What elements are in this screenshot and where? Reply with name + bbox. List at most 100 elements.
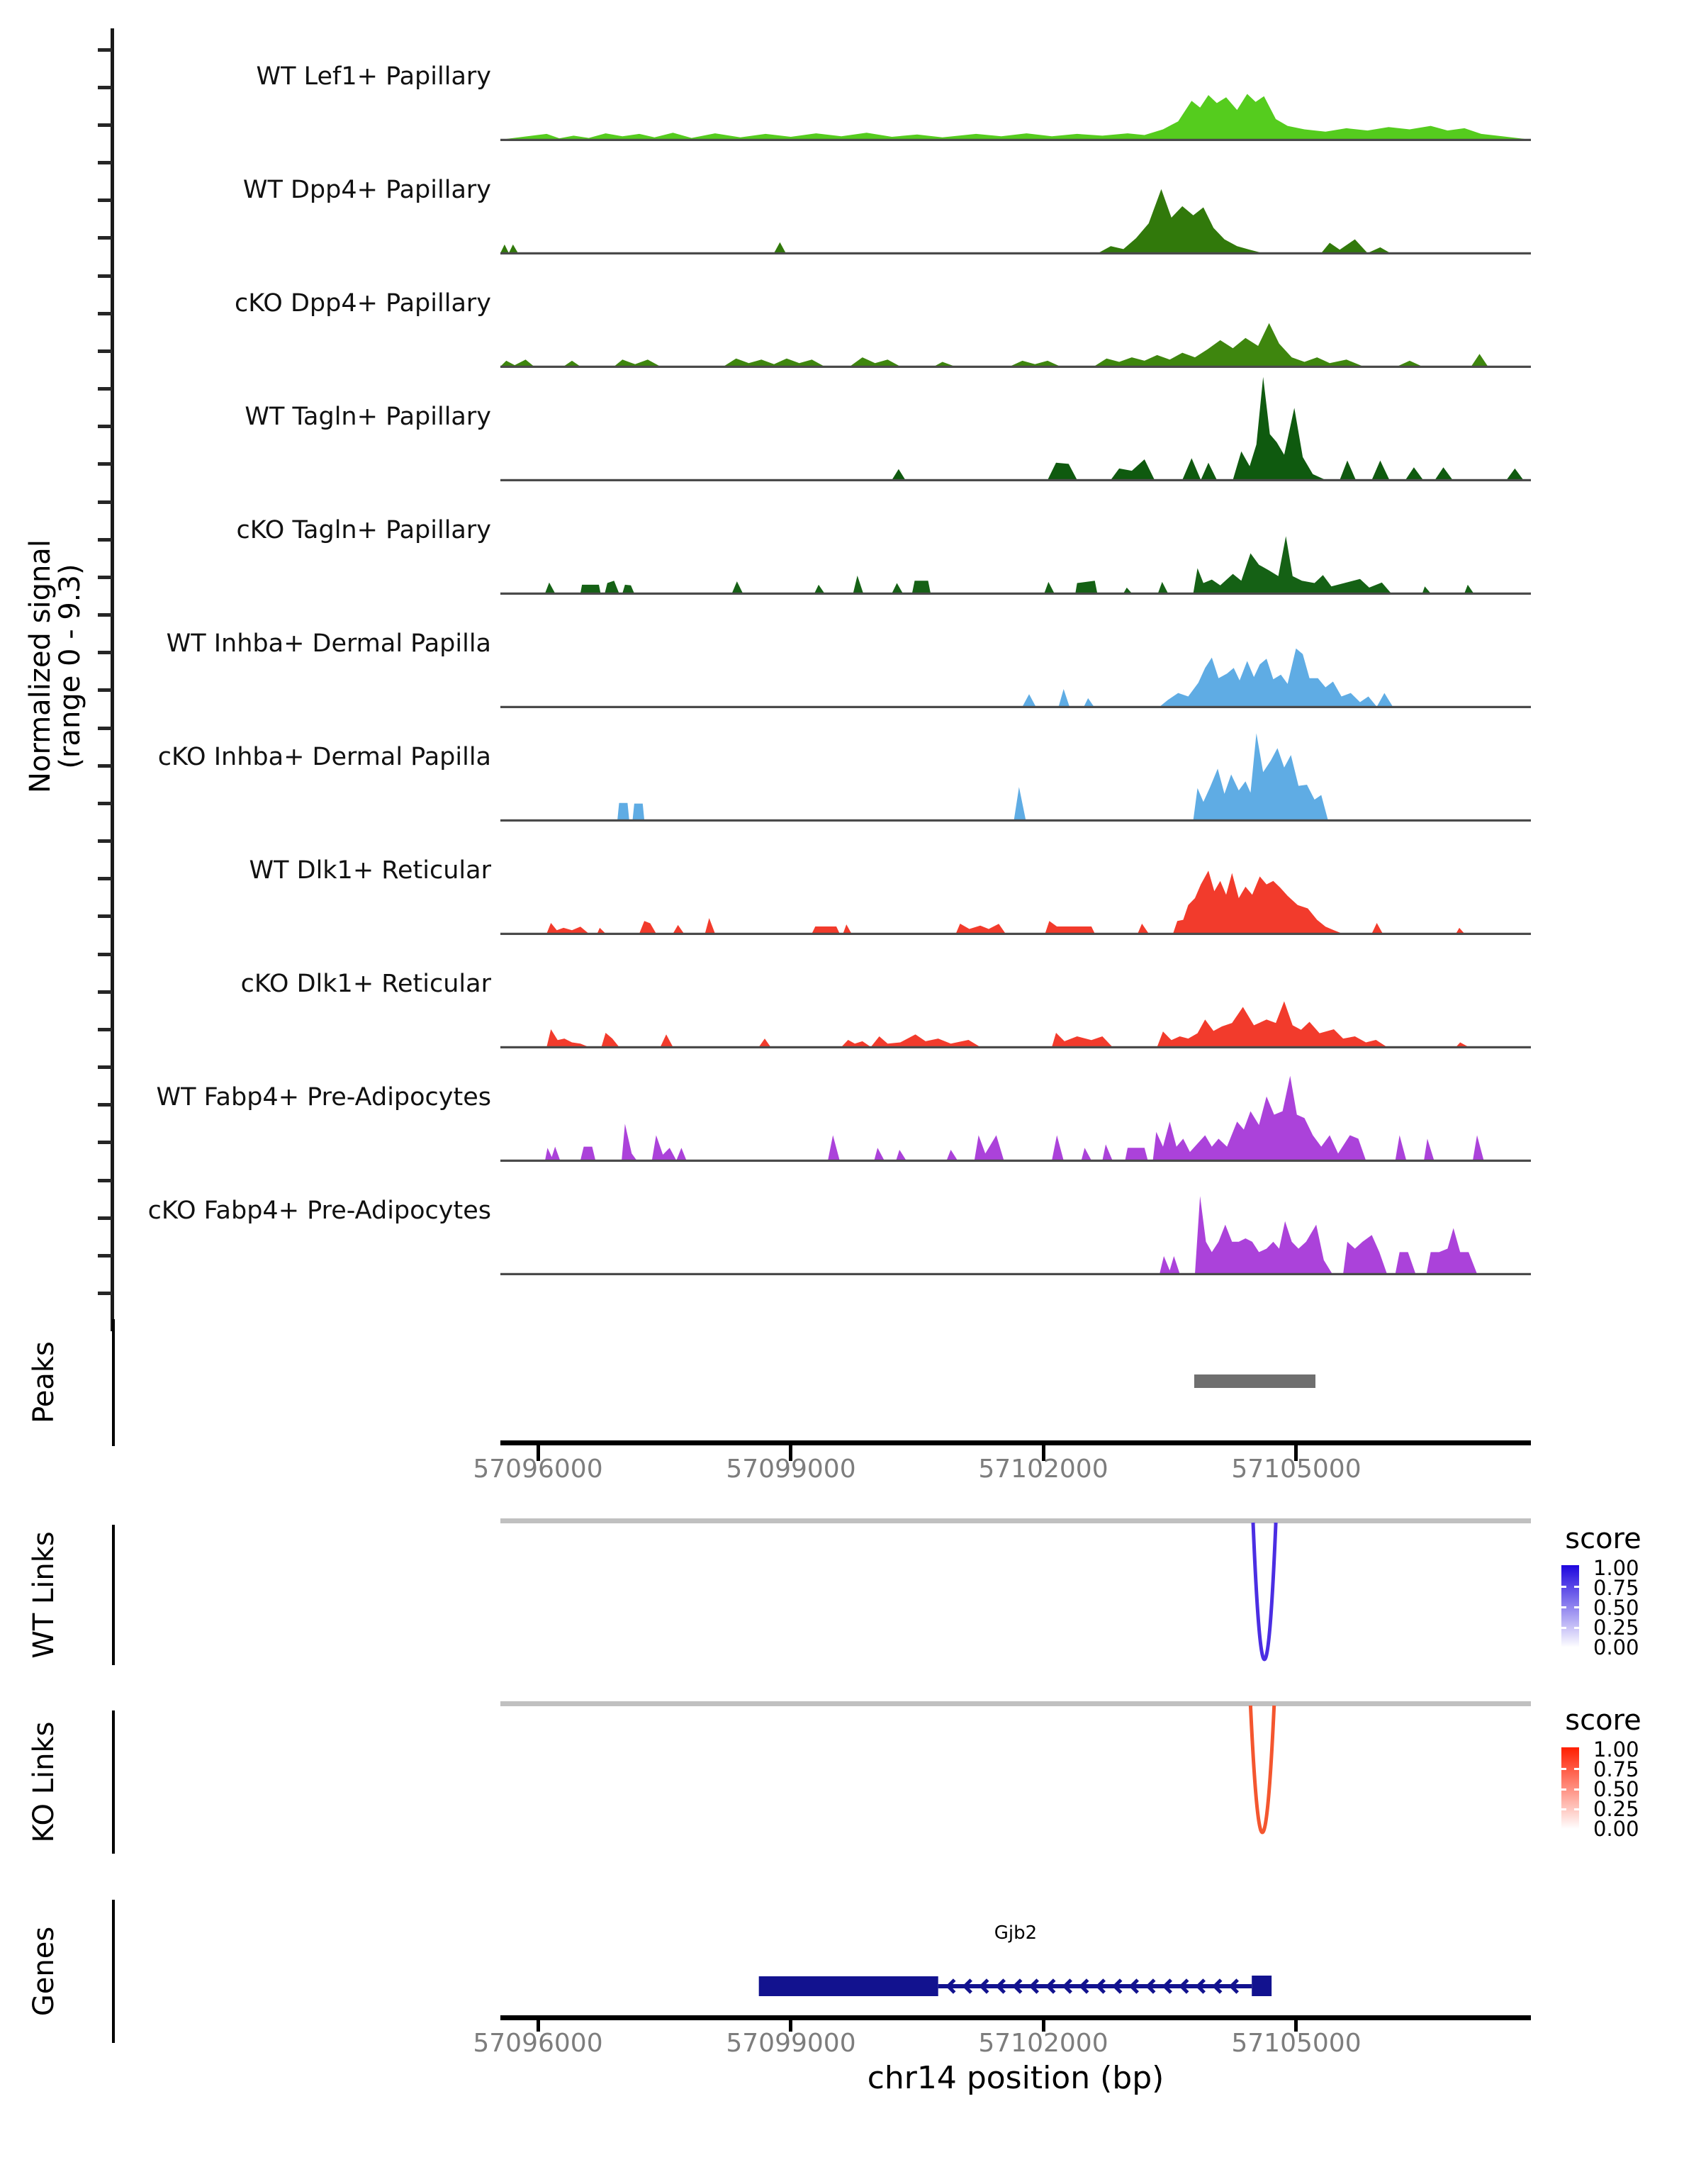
score-bar-tick <box>1561 1606 1566 1608</box>
peaks-bracket <box>112 1319 115 1446</box>
track-baseline <box>500 705 1531 708</box>
gene-strand-arrow <box>962 1978 972 1994</box>
score-bar-tick <box>1574 1768 1579 1770</box>
y-axis-tick <box>98 311 112 315</box>
y-axis-tick <box>98 123 112 127</box>
y-axis-tick <box>98 387 112 391</box>
axis-tick <box>789 2020 792 2032</box>
y-axis-line <box>111 28 114 1331</box>
peak-bar <box>1194 1374 1315 1388</box>
gene-exon <box>758 1976 938 1996</box>
score-tick-label: 0.25 <box>1593 1615 1639 1640</box>
y-axis-tick <box>98 801 112 805</box>
score-bar-tick <box>1574 1586 1579 1588</box>
score-tick-label: 0.00 <box>1593 1635 1639 1659</box>
signal-area <box>500 870 1531 934</box>
gene-strand-arrow <box>979 1978 989 1994</box>
score-bar-tick <box>1561 1788 1566 1791</box>
y-axis-tick <box>98 1141 112 1145</box>
coverage-figure: { "y_axis": { "label_line1": "Normalized… <box>24 28 1641 2096</box>
score-bar-tick <box>1574 1606 1579 1608</box>
y-axis-tick <box>98 47 112 52</box>
gene-strand-arrow <box>1212 1978 1223 1994</box>
track-label: WT Tagln+ Papillary <box>245 403 491 431</box>
track-baseline <box>500 819 1531 822</box>
y-axis-tick <box>98 349 112 353</box>
gene-strand-arrow <box>1028 1978 1039 1994</box>
score-tick-label: 0.50 <box>1593 1596 1639 1620</box>
y-axis-tick <box>98 1103 112 1107</box>
track-signal <box>500 1196 1531 1275</box>
wt-links-track <box>500 1518 1531 1662</box>
score-legend-title: score <box>1565 1704 1641 1737</box>
gene-strand-arrow <box>1045 1978 1056 1994</box>
axis-tick-label: 57105000 <box>1231 1454 1362 1484</box>
links-baseline <box>500 1518 1531 1523</box>
wt-links-bracket <box>112 1525 115 1665</box>
signal-area <box>500 1075 1531 1160</box>
genes-panel-label: Genes <box>28 1926 60 2017</box>
track-signal <box>500 536 1531 595</box>
score-tick-label: 1.00 <box>1593 1556 1639 1580</box>
y-axis-tick <box>98 1216 112 1220</box>
track-baseline <box>500 1272 1531 1275</box>
signal-area <box>500 648 1531 707</box>
score-bar-tick <box>1574 1627 1579 1629</box>
signal-area <box>500 323 1531 366</box>
y-axis-tick <box>98 85 112 89</box>
signal-area <box>500 376 1531 480</box>
axis-tick <box>1042 1445 1045 1461</box>
track-label: cKO Dpp4+ Papillary <box>235 289 491 318</box>
y-axis-tick <box>98 425 112 429</box>
track-signal <box>500 376 1531 481</box>
axis-tick-label: 57099000 <box>726 1454 856 1484</box>
gene-strand-arrow <box>1195 1978 1206 1994</box>
x-axis-title: chr14 position (bp) <box>867 2060 1164 2096</box>
gene-strand-arrow <box>1095 1978 1106 1994</box>
y-axis-tick <box>98 763 112 768</box>
track-signal <box>500 733 1531 822</box>
y-axis-tick <box>98 1178 112 1182</box>
track-baseline <box>500 932 1531 935</box>
y-axis-tick <box>98 651 112 655</box>
link-arc <box>1251 1522 1278 1662</box>
y-axis-tick <box>98 990 112 994</box>
axis-tick <box>537 1445 540 1461</box>
y-axis-tick <box>98 1027 112 1031</box>
gene-strand-arrow <box>1162 1978 1172 1994</box>
score-tick-label: 0.00 <box>1593 1817 1639 1841</box>
y-axis-tick <box>98 877 112 881</box>
y-axis-tick <box>98 500 112 504</box>
track-signal <box>500 1001 1531 1048</box>
gene-strand-arrow <box>1128 1978 1139 1994</box>
gene-strand-arrow <box>1145 1978 1156 1994</box>
gene-model <box>758 1976 1272 1996</box>
gene-strand-arrow <box>1062 1978 1072 1994</box>
gene-strand-arrow <box>945 1978 956 1994</box>
y-axis-tick <box>98 1065 112 1070</box>
score-tick-label: 0.50 <box>1593 1777 1639 1801</box>
y-axis-tick <box>98 688 112 693</box>
track-signal <box>500 94 1531 141</box>
track-baseline <box>500 478 1531 481</box>
track-baseline <box>500 1046 1531 1048</box>
track-label: WT Lef1+ Papillary <box>256 62 492 91</box>
y-axis-tick <box>98 236 112 240</box>
link-arc <box>1248 1705 1276 1835</box>
y-axis-tick <box>98 1292 112 1296</box>
track-baseline <box>500 365 1531 368</box>
y-axis-tick <box>98 161 112 164</box>
track-label: cKO Tagln+ Papillary <box>236 516 492 544</box>
y-axis-tick <box>98 537 112 542</box>
axis-tick-label: 57096000 <box>473 1454 603 1484</box>
axis-line <box>500 1440 1531 1445</box>
gene-strand-arrow <box>1079 1978 1089 1994</box>
track-baseline <box>500 138 1531 141</box>
score-bar-tick <box>1561 1627 1566 1629</box>
axis-tick <box>1294 1445 1298 1461</box>
track-signal <box>500 1075 1531 1162</box>
axis-tick-label: 57102000 <box>978 2028 1108 2058</box>
axis-tick <box>789 1445 792 1461</box>
gene-strand-arrow <box>1228 1978 1239 1994</box>
score-tick-label: 0.25 <box>1593 1797 1639 1821</box>
